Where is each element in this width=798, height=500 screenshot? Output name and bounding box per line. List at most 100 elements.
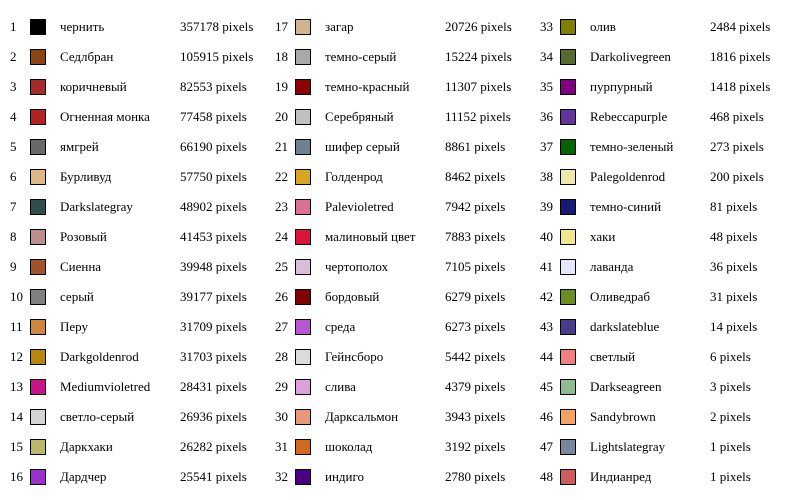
pixel-count: 26936 pixels [180, 409, 247, 425]
color-name: Lightslategray [590, 439, 666, 454]
color-name: шифер серый [325, 139, 400, 154]
color-name: шоколад [325, 439, 373, 454]
pixel-count: 31 pixels [710, 289, 757, 305]
pixel-count-value: 6 [710, 349, 717, 364]
item-index: 36 [540, 109, 553, 124]
color-swatch [30, 49, 46, 65]
pixel-count: 7942 pixels [445, 199, 505, 215]
item-index: 42 [540, 289, 553, 304]
list-item: 46 Sandybrown 2 pixels [540, 402, 790, 432]
pixel-count-unit: pixels [215, 409, 247, 424]
list-item: 35 пурпурный 1418 pixels [540, 72, 790, 102]
color-swatch [295, 139, 311, 155]
pixel-count: 82553 pixels [180, 79, 247, 95]
pixel-count-unit: pixels [474, 259, 506, 274]
list-item: 6 Бурливуд 57750 pixels [10, 162, 260, 192]
list-item: 28 Гейнсборо 5442 pixels [275, 342, 525, 372]
color-swatch [30, 19, 46, 35]
pixel-count-value: 468 [710, 109, 730, 124]
list-item: 48 Индианред 1 pixels [540, 462, 790, 492]
item-index: 40 [540, 229, 553, 244]
pixel-count: 468 pixels [710, 109, 764, 125]
pixel-count: 8861 pixels [445, 139, 505, 155]
pixel-count-value: 41453 [180, 229, 213, 244]
pixel-count: 39948 pixels [180, 259, 247, 275]
item-index: 4 [10, 109, 17, 124]
color-swatch [30, 109, 46, 125]
pixel-count-value: 31703 [180, 349, 213, 364]
item-index: 35 [540, 79, 553, 94]
pixel-count: 36 pixels [710, 259, 757, 275]
color-swatch [560, 259, 576, 275]
color-swatch [560, 169, 576, 185]
pixel-count-unit: pixels [215, 379, 247, 394]
pixel-count-value: 1816 [710, 49, 736, 64]
color-swatch [560, 79, 576, 95]
list-item: 44 светлый 6 pixels [540, 342, 790, 372]
pixel-count-unit: pixels [719, 349, 751, 364]
pixel-count-value: 11307 [445, 79, 478, 94]
pixel-count: 77458 pixels [180, 109, 247, 125]
pixel-count: 11307 pixels [445, 79, 511, 95]
item-index: 43 [540, 319, 553, 334]
pixel-count-value: 15224 [445, 49, 478, 64]
pixel-count-value: 1 [710, 469, 717, 484]
list-item: 30 Дарксальмон 3943 pixels [275, 402, 525, 432]
color-name: Голденрод [325, 169, 383, 184]
color-name: Огненная монка [60, 109, 150, 124]
pixel-count-unit: pixels [215, 469, 247, 484]
item-index: 12 [10, 349, 23, 364]
list-item: 17 загар 20726 pixels [275, 12, 525, 42]
color-name: слива [325, 379, 356, 394]
pixel-count-unit: pixels [215, 199, 247, 214]
list-item: 41 лаванда 36 pixels [540, 252, 790, 282]
pixel-count-value: 3192 [445, 439, 471, 454]
item-index: 27 [275, 319, 288, 334]
pixel-count-value: 39948 [180, 259, 213, 274]
pixel-count-value: 3 [710, 379, 717, 394]
color-name: Darkgoldenrod [60, 349, 139, 364]
color-swatch [295, 439, 311, 455]
pixel-count-unit: pixels [719, 409, 751, 424]
pixel-count-value: 39177 [180, 289, 213, 304]
color-name: темно-красный [325, 79, 410, 94]
pixel-count: 39177 pixels [180, 289, 247, 305]
list-item: 2 Седлбран 105915 pixels [10, 42, 260, 72]
color-name: индиго [325, 469, 364, 484]
color-name: Darkslategray [60, 199, 133, 214]
item-index: 48 [540, 469, 553, 484]
color-name: Сиенна [60, 259, 102, 274]
pixel-count: 105915 pixels [180, 49, 253, 65]
pixel-count: 7883 pixels [445, 229, 505, 245]
color-swatch [560, 349, 576, 365]
pixel-count: 4379 pixels [445, 379, 505, 395]
item-index: 37 [540, 139, 553, 154]
list-item: 31 шоколад 3192 pixels [275, 432, 525, 462]
list-item: 9 Сиенна 39948 pixels [10, 252, 260, 282]
color-name: Даркхаки [60, 439, 113, 454]
color-swatch [295, 19, 311, 35]
pixel-count: 3943 pixels [445, 409, 505, 425]
pixel-count-value: 14 [710, 319, 723, 334]
item-index: 8 [10, 229, 17, 244]
item-index: 20 [275, 109, 288, 124]
pixel-count: 6 pixels [710, 349, 751, 365]
pixel-count-value: 8462 [445, 169, 471, 184]
item-index: 2 [10, 49, 17, 64]
list-item: 11 Перу 31709 pixels [10, 312, 260, 342]
list-item: 25 чертополох 7105 pixels [275, 252, 525, 282]
color-name: среда [325, 319, 356, 334]
pixel-count-value: 7883 [445, 229, 471, 244]
color-name: коричневый [60, 79, 127, 94]
pixel-count-value: 82553 [180, 79, 213, 94]
pixel-count: 6279 pixels [445, 289, 505, 305]
item-index: 34 [540, 49, 553, 64]
color-name: малиновый цвет [325, 229, 416, 244]
color-name: Palevioletred [325, 199, 394, 214]
item-index: 18 [275, 49, 288, 64]
list-item: 20 Серебряный 11152 pixels [275, 102, 525, 132]
pixel-count-unit: pixels [474, 409, 506, 424]
pixel-count-unit: pixels [739, 79, 771, 94]
pixel-count-value: 273 [710, 139, 730, 154]
item-index: 15 [10, 439, 23, 454]
